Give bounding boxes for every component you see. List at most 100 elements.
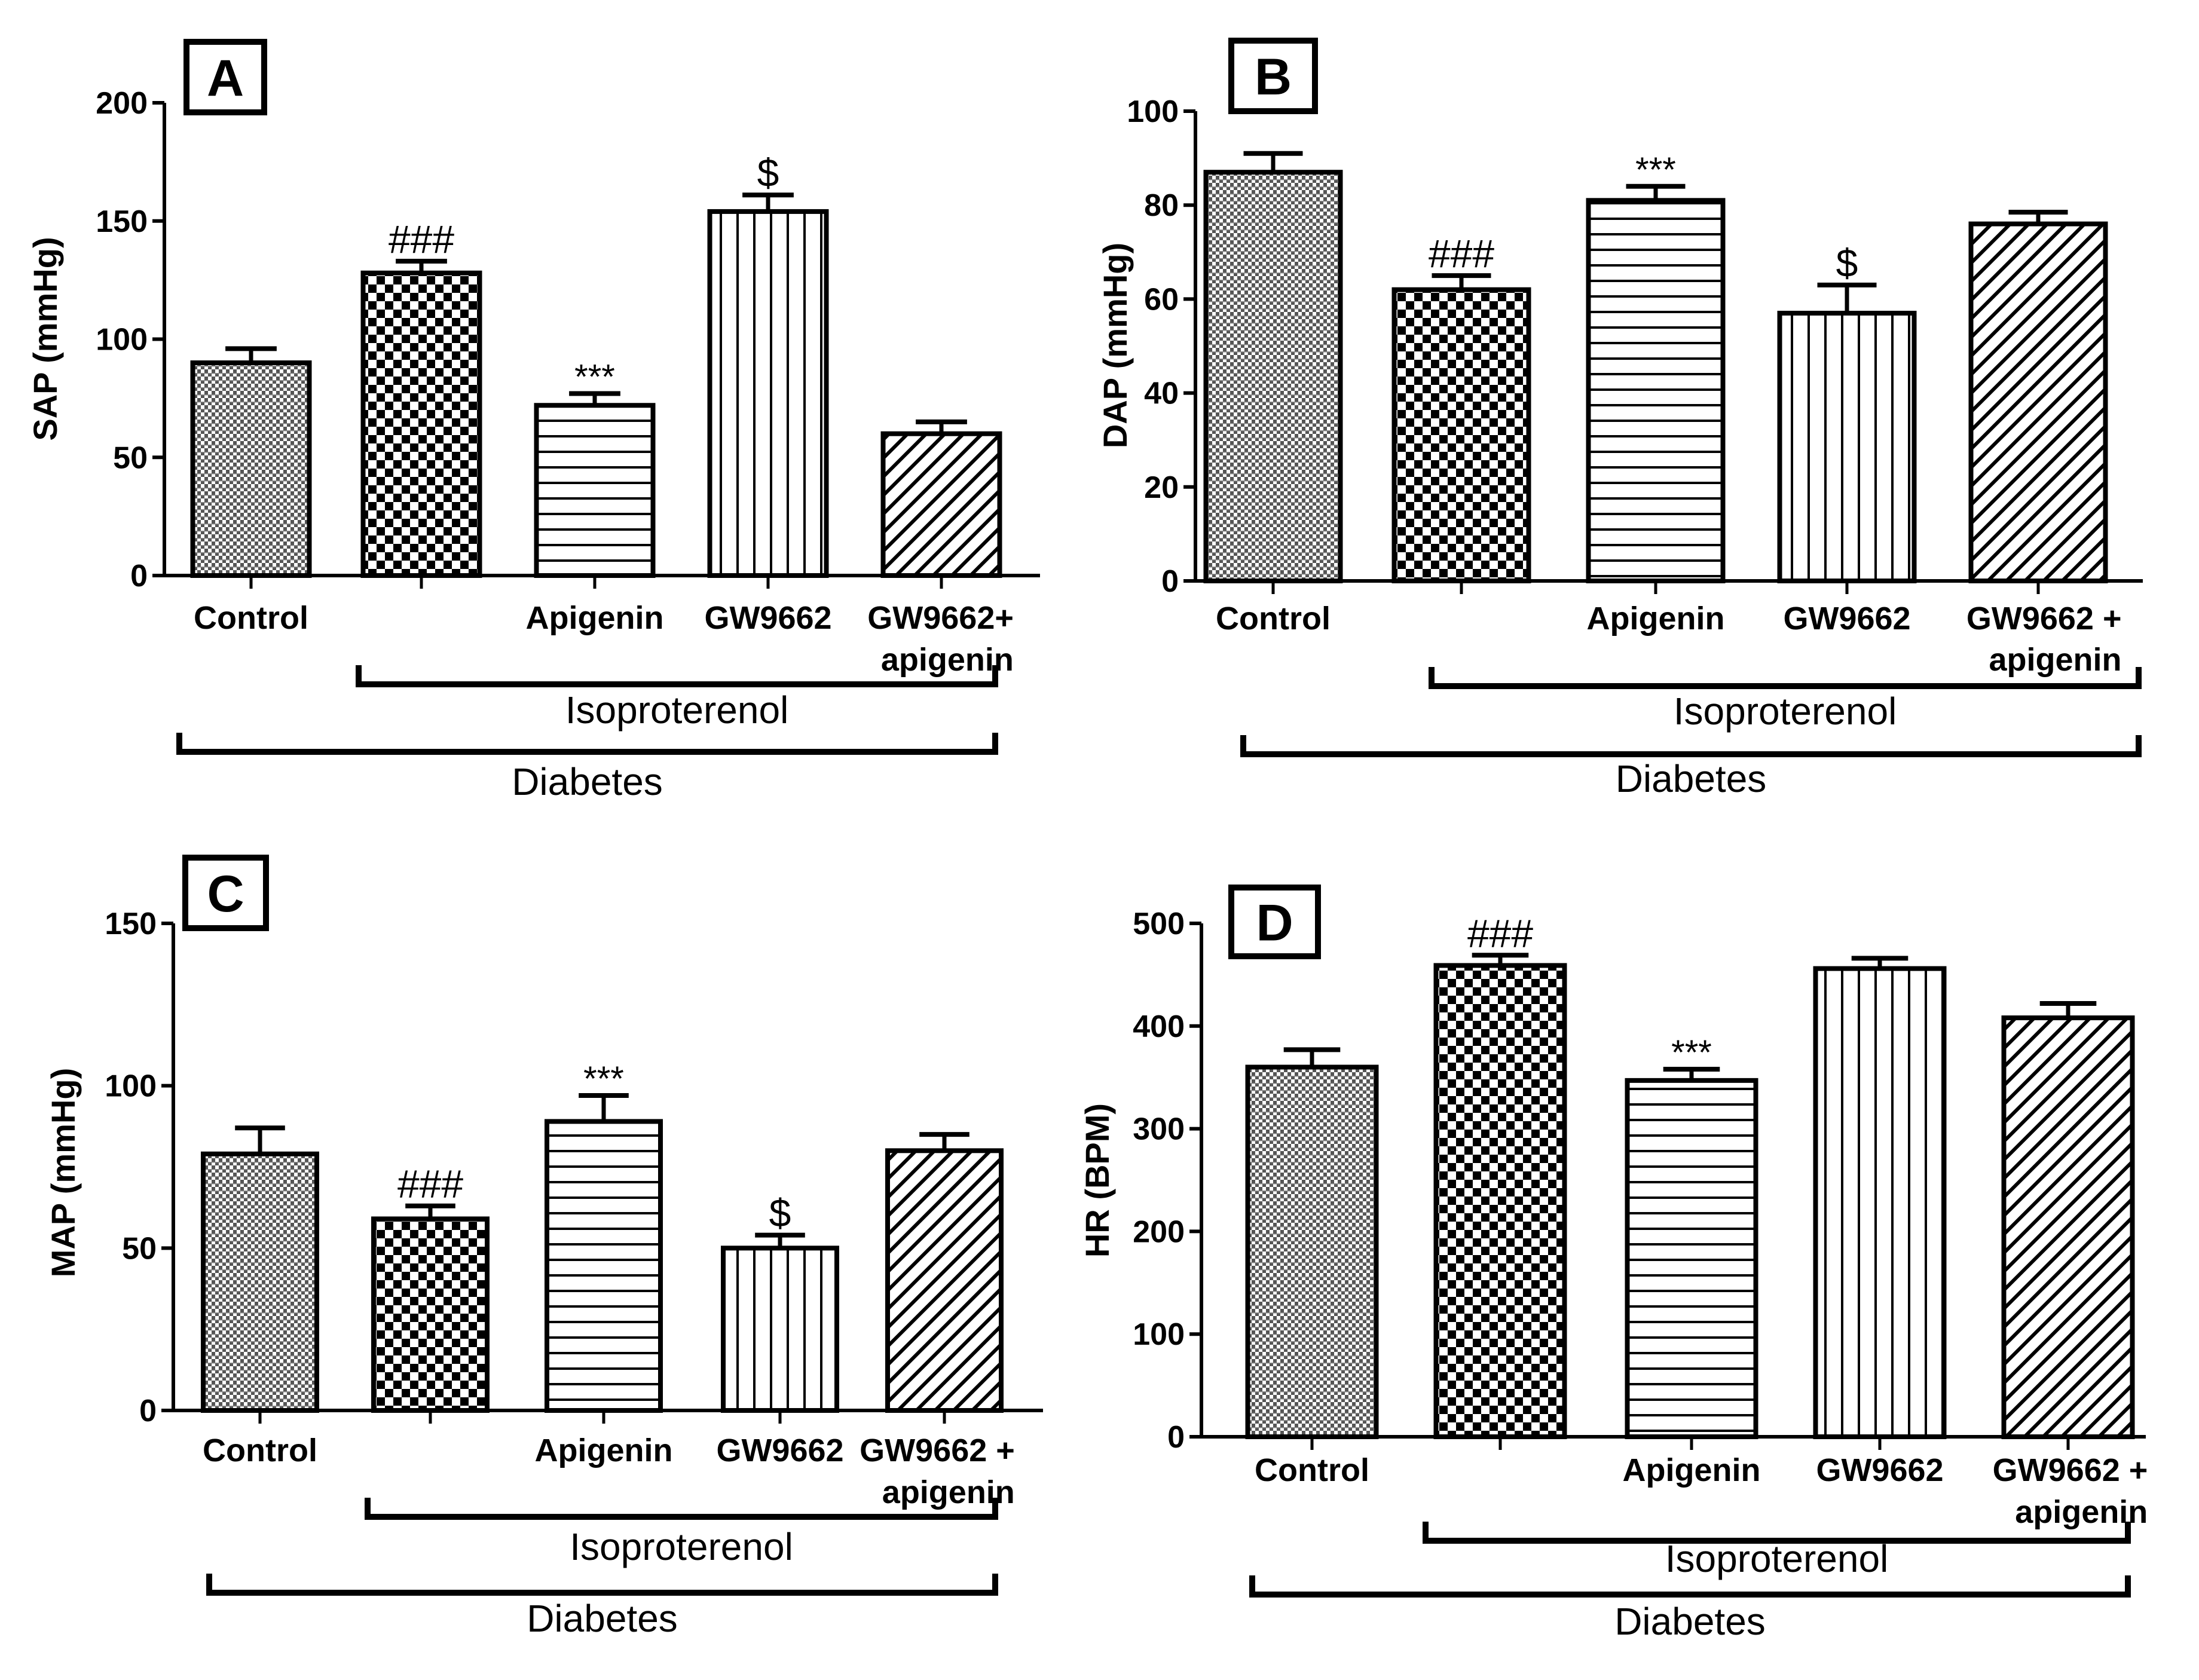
y-axis-label: DAP (mmHg) <box>1096 243 1134 448</box>
y-tick-label: 0 <box>1167 1420 1185 1455</box>
y-tick-label: 100 <box>1133 1317 1185 1352</box>
y-tick-label: 100 <box>1127 94 1179 129</box>
bar-control <box>1203 170 1343 583</box>
significance-marker: *** <box>1671 1033 1712 1072</box>
x-tick-label: apigenin <box>881 642 1014 678</box>
x-tick-label: Control <box>1216 601 1331 636</box>
x-tick-label: Control <box>1255 1452 1369 1488</box>
bar-gw9662 <box>707 209 829 578</box>
y-axis-label: HR (BPM) <box>1078 1103 1116 1257</box>
bar-gw9662-apigenin <box>2001 1015 2135 1439</box>
y-tick-label: 0 <box>139 1394 157 1428</box>
panel-c: C MAP (mmHg) 0 50 100 150 Control ### *** Apigeni… <box>44 855 1043 1640</box>
y-tick-label: 60 <box>1144 282 1179 317</box>
panel-label-box <box>1228 38 1318 114</box>
x-tick-label: GW9662 <box>1816 1452 1943 1488</box>
significance-marker: *** <box>583 1060 624 1098</box>
y-tick-label: 80 <box>1144 188 1179 223</box>
bar-isoproterenol <box>360 270 482 578</box>
y-tick-label: 100 <box>96 323 148 357</box>
panel-label-box <box>182 855 269 931</box>
bracket-diabetes <box>176 733 998 755</box>
x-tick-label: GW9662 <box>716 1433 843 1468</box>
bracket-isoproterenol-label: Isoproterenol <box>1665 1537 1889 1580</box>
significance-marker: ### <box>1429 231 1494 276</box>
bar-gw9662-apigenin <box>1968 221 2108 583</box>
panel-label: D <box>1256 895 1293 952</box>
panel-label: B <box>1255 48 1292 106</box>
panel-a: A SAP (mmHg) 0 50 100 150 200 Control ### *** Apig… <box>26 39 1040 803</box>
y-tick-label: 200 <box>96 86 148 121</box>
y-tick-label: 200 <box>1133 1214 1185 1249</box>
bar-isoproterenol <box>371 1216 490 1413</box>
significance-marker: ### <box>397 1162 463 1206</box>
x-tick-label: Control <box>194 600 308 636</box>
bar-control <box>190 360 312 578</box>
bracket-diabetes <box>1240 735 2142 757</box>
bracket-diabetes <box>206 1574 998 1596</box>
bracket-isoproterenol-label: Isoproterenol <box>570 1525 793 1568</box>
y-tick-label: 20 <box>1144 470 1179 505</box>
y-tick-label: 300 <box>1133 1112 1185 1147</box>
x-tick-label: Apigenin <box>526 600 664 636</box>
bar-gw9662-apigenin <box>880 431 1002 579</box>
y-tick-label: 100 <box>105 1069 157 1104</box>
significance-marker: *** <box>574 357 615 396</box>
panel-d: D HR (BPM) 0 100 200 300 400 500 Control ### *** Ap… <box>1078 885 2148 1643</box>
bracket-diabetes <box>1249 1575 2131 1598</box>
x-tick-label: GW9662 <box>704 600 831 636</box>
panel-label-box <box>1228 885 1321 959</box>
x-tick-label: GW9662 + <box>860 1433 1015 1468</box>
bracket-isoproterenol-label: Isoproterenol <box>1674 690 1897 733</box>
y-tick-label: 0 <box>130 559 148 593</box>
bracket-diabetes-label: Diabetes <box>527 1597 678 1640</box>
bracket-isoproterenol <box>365 1498 998 1520</box>
bar-isoproterenol <box>1433 963 1567 1439</box>
significance-marker: $ <box>757 151 779 195</box>
bar-gw9662 <box>1813 966 1947 1440</box>
y-tick-label: 50 <box>122 1231 157 1266</box>
bar-gw9662 <box>721 1246 839 1413</box>
significance-marker: $ <box>769 1191 791 1235</box>
bar-gw9662-apigenin <box>885 1148 1004 1413</box>
panel-label-box <box>183 39 267 115</box>
x-tick-label: Apigenin <box>535 1433 673 1468</box>
significance-marker: ### <box>1467 911 1533 955</box>
x-tick-label: GW9662+ <box>867 600 1014 636</box>
y-axis-label: SAP (mmHg) <box>26 237 64 440</box>
bracket-isoproterenol <box>1423 1522 2131 1544</box>
x-tick-label: GW9662 + <box>1966 601 2122 636</box>
bar-apigenin <box>545 1119 663 1413</box>
panel-label: A <box>207 50 244 107</box>
x-tick-label: GW9662 + <box>1993 1452 2148 1488</box>
bar-apigenin <box>534 403 656 578</box>
y-tick-label: 50 <box>113 440 148 475</box>
y-tick-label: 150 <box>96 204 148 239</box>
bracket-diabetes-label: Diabetes <box>1614 1600 1766 1643</box>
x-tick-label: apigenin <box>1989 642 2121 678</box>
x-tick-label: Apigenin <box>1623 1452 1761 1488</box>
significance-marker: $ <box>1836 241 1858 285</box>
bracket-diabetes-label: Diabetes <box>1616 757 1767 800</box>
x-tick-label: Apigenin <box>1587 601 1725 636</box>
bar-apigenin <box>1586 198 1726 583</box>
bar-isoproterenol <box>1391 287 1531 583</box>
y-tick-label: 400 <box>1133 1009 1185 1044</box>
y-tick-label: 150 <box>105 907 157 941</box>
bar-control <box>201 1151 319 1413</box>
x-tick-label: Control <box>203 1433 317 1468</box>
panel-b: B DAP (mmHg) 0 20 40 60 80 100 Control ### *** Apig… <box>1096 38 2143 800</box>
bar-apigenin <box>1625 1078 1758 1439</box>
y-tick-label: 0 <box>1161 564 1179 599</box>
significance-marker: ### <box>389 217 454 261</box>
y-axis-label: MAP (mmHg) <box>44 1068 82 1278</box>
bracket-diabetes-label: Diabetes <box>512 760 663 803</box>
y-tick-label: 500 <box>1133 907 1185 941</box>
bracket-isoproterenol-label: Isoproterenol <box>565 688 789 732</box>
bar-control <box>1245 1064 1379 1439</box>
panel-label: C <box>207 865 244 923</box>
x-tick-label: GW9662 <box>1783 601 1910 636</box>
y-tick-label: 40 <box>1144 377 1179 411</box>
bracket-isoproterenol <box>356 665 998 687</box>
bracket-isoproterenol <box>1429 667 2142 689</box>
